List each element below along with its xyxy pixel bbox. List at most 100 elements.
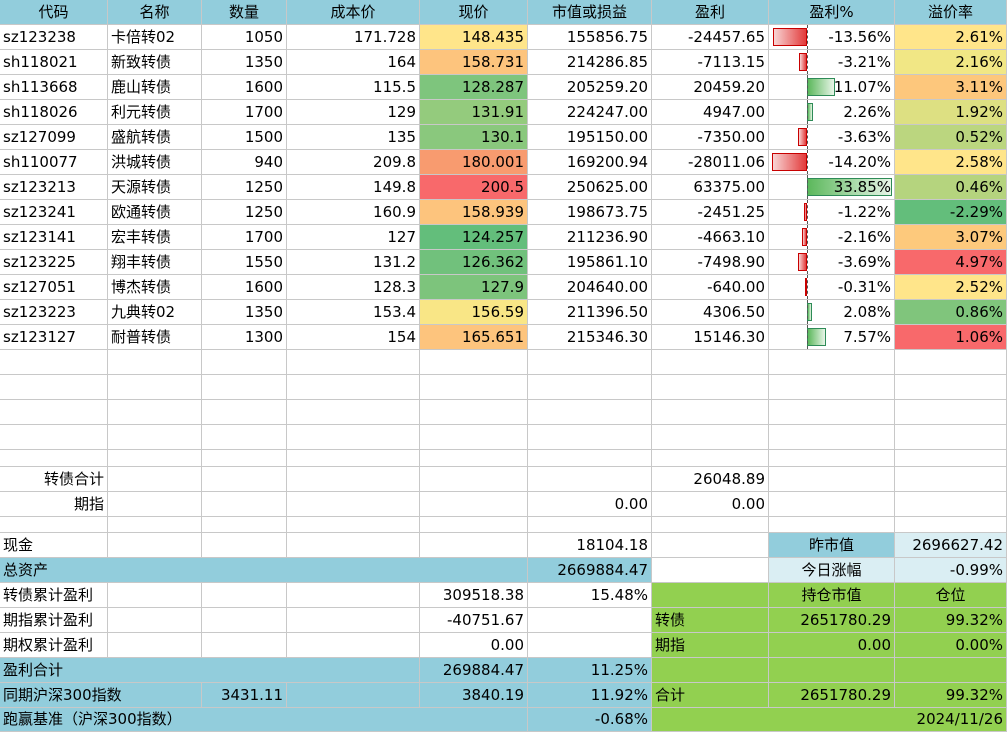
hs300-label[interactable]: 同期沪深300指数 <box>0 683 202 708</box>
cell-name[interactable]: 九典转02 <box>108 300 202 325</box>
cell-profit[interactable]: -640.00 <box>652 275 769 300</box>
header-profit-pct[interactable]: 盈利% <box>769 0 895 25</box>
empty-cell[interactable] <box>895 425 1007 450</box>
cell-code[interactable]: sh110077 <box>0 150 108 175</box>
empty-cell[interactable] <box>0 450 108 467</box>
cell-price[interactable]: 165.651 <box>420 325 528 350</box>
cell-profit[interactable]: -7498.90 <box>652 250 769 275</box>
empty-cell[interactable] <box>287 683 420 708</box>
empty-cell[interactable] <box>895 658 1007 683</box>
sum-position-label[interactable]: 合计 <box>652 683 769 708</box>
profit-total-label[interactable]: 盈利合计 <box>0 658 420 683</box>
empty-cell[interactable] <box>287 350 420 375</box>
cell-premium[interactable]: 3.11% <box>895 75 1007 100</box>
cell-profit-pct[interactable]: -3.63% <box>769 125 895 150</box>
cell-premium[interactable]: -2.29% <box>895 200 1007 225</box>
empty-cell[interactable] <box>287 583 420 608</box>
cell-profit[interactable]: 4306.50 <box>652 300 769 325</box>
empty-cell[interactable] <box>769 400 895 425</box>
cell-qty[interactable]: 1700 <box>202 225 287 250</box>
empty-cell[interactable] <box>202 350 287 375</box>
empty-cell[interactable] <box>202 467 287 492</box>
cell-code[interactable]: sh113668 <box>0 75 108 100</box>
today-change-value[interactable]: -0.99% <box>895 558 1007 583</box>
cell-value[interactable]: 205259.20 <box>528 75 652 100</box>
yesterday-value[interactable]: 2696627.42 <box>895 533 1007 558</box>
empty-cell[interactable] <box>652 375 769 400</box>
cell-premium[interactable]: 2.61% <box>895 25 1007 50</box>
cell-price[interactable]: 156.59 <box>420 300 528 325</box>
cell-profit-pct[interactable]: 2.26% <box>769 100 895 125</box>
cb-position-label[interactable]: 转债 <box>652 608 769 633</box>
empty-cell[interactable] <box>0 400 108 425</box>
cell-name[interactable]: 新致转债 <box>108 50 202 75</box>
empty-cell[interactable] <box>287 375 420 400</box>
vs-benchmark-label[interactable]: 跑赢基准（沪深300指数） <box>0 708 528 732</box>
empty-cell[interactable] <box>769 375 895 400</box>
cb-total-profit[interactable]: 26048.89 <box>652 467 769 492</box>
empty-cell[interactable] <box>202 608 287 633</box>
cell-name[interactable]: 博杰转债 <box>108 275 202 300</box>
empty-cell[interactable] <box>287 492 420 517</box>
empty-cell[interactable] <box>108 533 202 558</box>
hs300-start[interactable]: 3431.11 <box>202 683 287 708</box>
header-price[interactable]: 现价 <box>420 0 528 25</box>
cash-label[interactable]: 现金 <box>0 533 108 558</box>
header-qty[interactable]: 数量 <box>202 0 287 25</box>
cell-price[interactable]: 158.939 <box>420 200 528 225</box>
report-date[interactable]: 2024/11/26 <box>652 708 1007 732</box>
sum-hold-value[interactable]: 2651780.29 <box>769 683 895 708</box>
empty-cell[interactable] <box>420 425 528 450</box>
header-value[interactable]: 市值或损益 <box>528 0 652 25</box>
empty-cell[interactable] <box>0 350 108 375</box>
cell-qty[interactable]: 1550 <box>202 250 287 275</box>
options-cumulative-label[interactable]: 期权累计盈利 <box>0 633 108 658</box>
empty-cell[interactable] <box>895 350 1007 375</box>
options-cumulative-value[interactable]: 0.00 <box>420 633 528 658</box>
empty-cell[interactable] <box>287 517 420 533</box>
cell-code[interactable]: sz123223 <box>0 300 108 325</box>
empty-cell[interactable] <box>287 467 420 492</box>
empty-cell[interactable] <box>528 608 652 633</box>
header-name[interactable]: 名称 <box>108 0 202 25</box>
empty-cell[interactable] <box>202 633 287 658</box>
empty-cell[interactable] <box>0 375 108 400</box>
empty-cell[interactable] <box>895 400 1007 425</box>
cell-cost[interactable]: 153.4 <box>287 300 420 325</box>
cb-position[interactable]: 99.32% <box>895 608 1007 633</box>
profit-total-pct[interactable]: 11.25% <box>528 658 652 683</box>
cell-value[interactable]: 215346.30 <box>528 325 652 350</box>
cell-profit[interactable]: -4663.10 <box>652 225 769 250</box>
cell-code[interactable]: sz123213 <box>0 175 108 200</box>
cell-code[interactable]: sz127099 <box>0 125 108 150</box>
cell-premium[interactable]: 2.16% <box>895 50 1007 75</box>
cell-name[interactable]: 卡倍转02 <box>108 25 202 50</box>
cb-total-label[interactable]: 转债合计 <box>0 467 108 492</box>
cell-profit-pct[interactable]: -1.22% <box>769 200 895 225</box>
cell-name[interactable]: 利元转债 <box>108 100 202 125</box>
empty-cell[interactable] <box>287 633 420 658</box>
cell-premium[interactable]: 1.92% <box>895 100 1007 125</box>
cell-value[interactable]: 211236.90 <box>528 225 652 250</box>
cell-qty[interactable]: 1600 <box>202 275 287 300</box>
empty-cell[interactable] <box>528 425 652 450</box>
hs300-now[interactable]: 3840.19 <box>420 683 528 708</box>
empty-cell[interactable] <box>652 658 769 683</box>
empty-cell[interactable] <box>652 425 769 450</box>
empty-cell[interactable] <box>202 517 287 533</box>
cell-profit[interactable]: -7113.15 <box>652 50 769 75</box>
cell-price[interactable]: 158.731 <box>420 50 528 75</box>
cell-premium[interactable]: 1.06% <box>895 325 1007 350</box>
cell-name[interactable]: 宏丰转债 <box>108 225 202 250</box>
cell-premium[interactable]: 2.58% <box>895 150 1007 175</box>
cell-code[interactable]: sz123241 <box>0 200 108 225</box>
empty-cell[interactable] <box>108 375 202 400</box>
cell-qty[interactable]: 1600 <box>202 75 287 100</box>
cell-value[interactable]: 250625.00 <box>528 175 652 200</box>
cell-qty[interactable]: 1250 <box>202 200 287 225</box>
empty-cell[interactable] <box>108 608 202 633</box>
sum-position[interactable]: 99.32% <box>895 683 1007 708</box>
cell-value[interactable]: 214286.85 <box>528 50 652 75</box>
empty-cell[interactable] <box>652 400 769 425</box>
empty-cell[interactable] <box>420 533 528 558</box>
